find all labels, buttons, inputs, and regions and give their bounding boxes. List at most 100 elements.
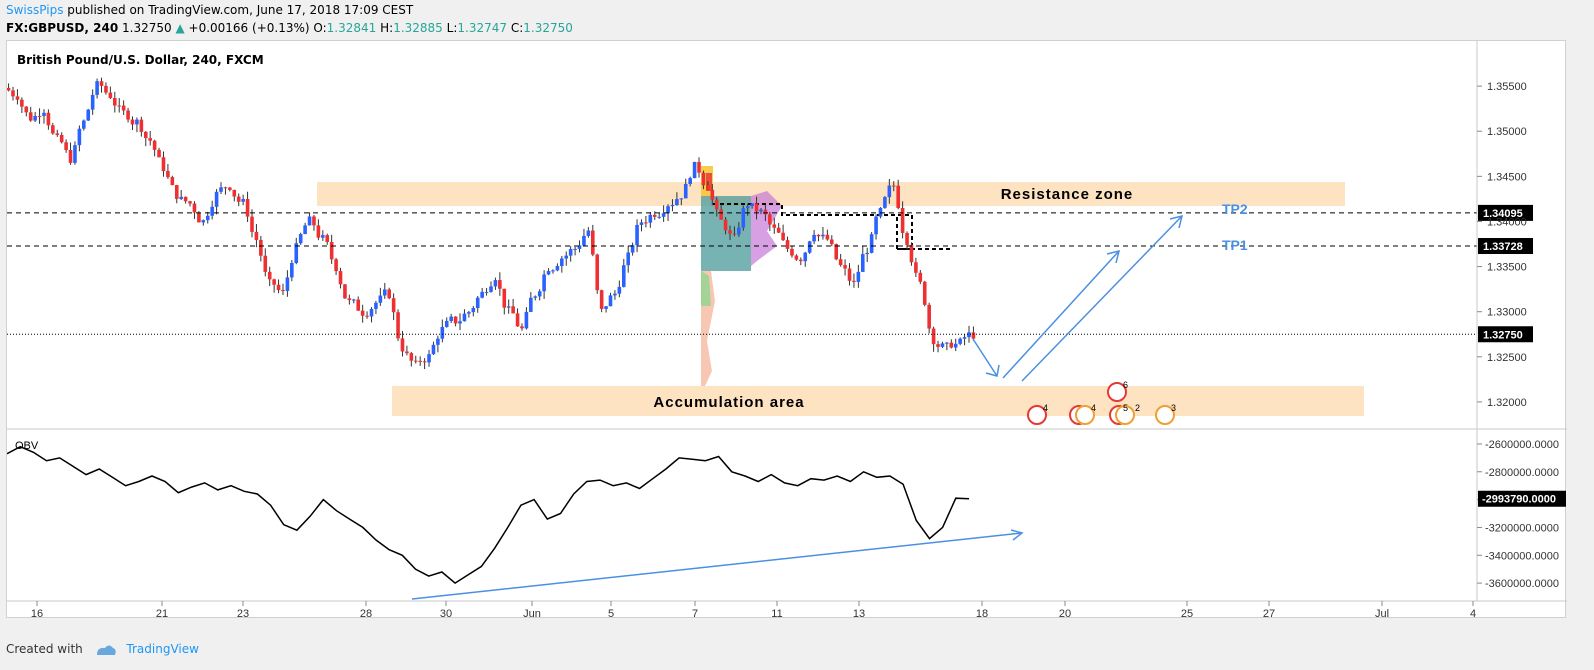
candle-body [683,184,688,199]
time-axis-tick: 5 [608,608,614,619]
candle-body [325,235,330,243]
obv-last-badge [1478,490,1566,507]
candle-body [763,209,768,215]
candle-body [475,297,480,309]
time-axis-tick: 18 [976,608,988,619]
candle-body [179,196,183,199]
candle-body [555,266,560,271]
candle-body [515,313,520,327]
candle-body [73,145,77,163]
event-markers[interactable]: 4 4 6 5 2 3 [1027,380,1176,425]
candle-body [219,187,223,192]
candle-body [413,360,418,362]
candle-body [82,120,86,129]
candle-body [741,208,746,228]
candle-body [776,227,781,233]
time-axis-tick: 11 [771,608,782,619]
candle-body [11,90,15,97]
candle-body [86,109,91,121]
candle-body [754,203,759,212]
candle-body [440,326,445,339]
candle-body [188,201,192,204]
candle-body [971,332,976,339]
candle-body [670,205,675,207]
candle-body [347,298,352,301]
candle-body [343,284,347,299]
close-label: C: [510,21,524,35]
obv-axis-tick: -2600000.0000 [1485,439,1559,451]
candle-body [648,214,653,223]
candle-body [803,252,808,262]
candle-body [728,230,732,234]
candle-body [529,297,533,312]
candle-body [577,245,582,249]
candle-body [551,270,555,272]
author-link[interactable]: SwissPips [6,3,64,17]
candle-body [422,361,427,363]
price-level-label: 1.34095 [1483,208,1523,220]
candle-body [635,224,639,246]
candle-body [710,189,715,200]
candle-body [856,271,861,282]
candle-body [369,308,374,317]
svg-text:2: 2 [1135,403,1140,413]
candle-body [936,344,940,347]
candle-body [701,172,706,186]
chart-svg[interactable]: 1.34095 1.33728 1.32750 Resistance zone Ac… [7,41,1567,619]
candle-body [480,291,484,298]
candle-body [688,178,692,185]
candle-body [745,206,750,209]
candle-body [794,255,799,260]
price-axis-tick: 1.32500 [1487,352,1527,364]
time-axis-tick: 4 [1470,608,1476,619]
obv-label: OBV [15,440,39,452]
candle-body [387,289,392,299]
open-value: 1.32841 [326,21,377,35]
candle-body [847,268,852,281]
time-axis-tick: Jul [1375,608,1389,619]
obv-trendline [411,529,1024,600]
obv-axis-tick: -2800000.0000 [1485,467,1559,479]
svg-text:4: 4 [1091,403,1096,413]
candle-body [351,299,356,301]
tradingview-link[interactable]: TradingView [126,642,199,656]
candle-body [152,140,157,150]
candle-body [821,234,825,237]
candle-body [896,185,900,209]
candle-body [356,299,361,311]
candle-body [657,216,661,218]
candle-body [157,149,161,158]
symbol-info: FX:GBPUSD, 240 1.32750 ▲ +0.00166 (+0.13… [6,21,573,35]
candle-body [652,214,657,217]
candle-body [126,110,130,120]
price-level-badge [1478,326,1533,343]
candle-body [263,255,268,272]
candle-body [223,187,228,189]
candle-body [400,338,405,352]
candle-body [878,207,883,217]
candle-body [714,199,719,210]
candle-body [568,249,573,256]
candle-body [90,94,95,110]
candle-body [290,263,294,278]
chart-container[interactable]: 1.34095 1.33728 1.32750 Resistance zone Ac… [6,40,1567,619]
candle-body [46,112,51,126]
candle-body [378,295,383,303]
candle-body [329,242,334,260]
candle-body [816,234,821,237]
candle-body [405,351,409,354]
candle-body [542,274,546,292]
last-price: 1.32750 [122,21,172,35]
price-level-badge [1478,204,1533,221]
candle-body [874,216,878,235]
symbol-name: FX:GBPUSD, 240 [6,21,119,35]
candle-body [42,112,46,116]
candle-body [250,216,254,232]
candle-body [626,252,631,266]
candle-body [931,328,936,345]
svg-text:3: 3 [1171,403,1176,413]
candle-body [360,310,365,316]
price-level-badge [1478,238,1533,255]
candle-body [852,280,856,282]
projection-arrows [972,214,1184,382]
